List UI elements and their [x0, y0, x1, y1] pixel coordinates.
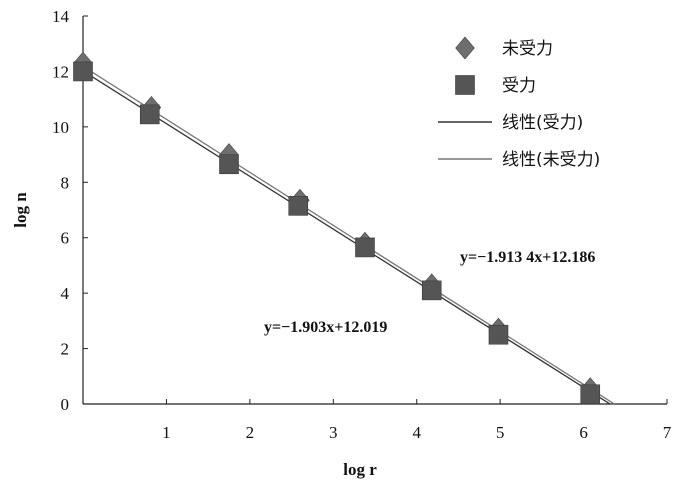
y-tick-label: 10 [52, 118, 69, 137]
y-tick-label: 4 [61, 284, 70, 303]
x-tick-label: 3 [329, 423, 338, 442]
data-points [73, 51, 601, 405]
point-stressed [139, 104, 160, 125]
legend-label: 受力 [502, 76, 536, 96]
trendline [82, 65, 615, 405]
trendline [82, 70, 611, 405]
point-stressed [219, 154, 239, 175]
point-stressed [488, 324, 509, 345]
y-tick-label: 2 [61, 340, 70, 359]
point-stressed [580, 384, 601, 405]
legend-label: 线性(未受力) [502, 150, 600, 170]
y-tick-label: 0 [61, 395, 70, 414]
y-axis-title: log n [11, 192, 30, 228]
point-stressed [73, 61, 93, 82]
x-tick-label: 5 [496, 423, 505, 442]
axis-labels: log r log n [11, 192, 377, 479]
point-stressed [288, 196, 309, 216]
legend-label: 线性(受力) [502, 113, 583, 133]
legend-marker [455, 75, 475, 95]
x-tick-label: 7 [663, 423, 672, 442]
equation-unstressed: y=−1.913 4x+12.186 [460, 249, 595, 266]
y-tick-label: 6 [61, 229, 70, 248]
legend-label: 未受力 [502, 39, 553, 59]
trendlines [82, 65, 615, 405]
trendline-equations: y=−1.913 4x+12.186 y=−1.903x+12.019 [264, 249, 595, 336]
x-tick-label: 1 [162, 423, 171, 442]
y-tick-label: 14 [52, 7, 70, 26]
y-tick-label: 12 [52, 62, 69, 81]
equation-stressed: y=−1.903x+12.019 [264, 319, 387, 336]
point-stressed [355, 237, 375, 258]
x-tick-label: 4 [412, 423, 421, 442]
x-tick-label: 2 [246, 423, 255, 442]
legend-marker [455, 36, 475, 60]
x-axis-title: log r [343, 460, 377, 479]
x-tick-label: 6 [579, 423, 588, 442]
y-tick-label: 8 [61, 173, 70, 192]
point-stressed [421, 280, 442, 301]
